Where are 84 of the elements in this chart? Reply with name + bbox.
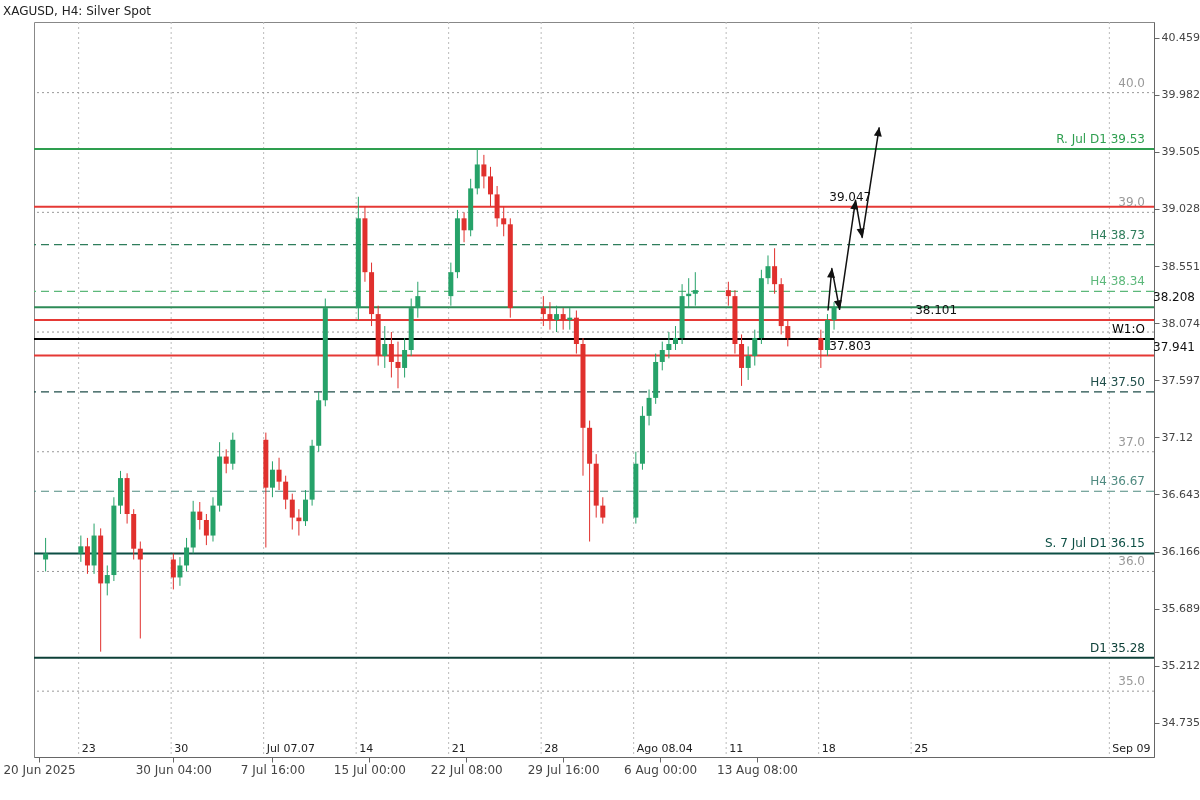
candlestick (43, 537, 49, 572)
x-tick-label: 15 Jul 00:00 (333, 762, 406, 777)
ref-line-label: H4 38.34 (1090, 274, 1145, 289)
candlestick (283, 475, 289, 510)
y-tick-label: 39.982 (1161, 88, 1200, 102)
y-tick-label: 38.551 (1161, 259, 1200, 273)
candlestick (474, 148, 480, 195)
candlestick (276, 457, 282, 491)
candlestick (415, 281, 421, 319)
ref-line-label: H4 37.50 (1090, 374, 1145, 389)
candlestick (554, 305, 560, 333)
ref-line-label: 40.0 (1118, 75, 1145, 90)
ref-line-label: 36.0 (1118, 554, 1145, 569)
candlestick (666, 331, 672, 359)
x-tick-label: 22 Jul 08:00 (430, 762, 503, 777)
y-tick-label: 36.166 (1161, 545, 1200, 559)
candlestick (745, 345, 751, 381)
x-tick-label: 13 Aug 08:00 (717, 762, 798, 777)
candlestick (137, 541, 143, 639)
y-tick-label: 37.597 (1161, 373, 1200, 387)
ref-line-label: R. Jul D1 39.53 (1056, 131, 1145, 146)
x-tick-label: 29 Jul 16:00 (527, 762, 600, 777)
ref-line-label: 11 (729, 742, 744, 755)
candlestick (203, 513, 209, 546)
ref-line-label: 18 (821, 742, 836, 755)
ref-line-label: Jul 07.07 (265, 742, 315, 755)
y-tick-label: 34.735 (1161, 716, 1200, 730)
candlestick (289, 493, 295, 531)
candlestick (448, 262, 454, 307)
candlestick (184, 537, 190, 572)
ref-line-label: W1:O (1112, 322, 1145, 337)
y-tick-label: 39.028 (1161, 202, 1200, 216)
candlestick (600, 496, 606, 525)
candlestick (402, 337, 408, 379)
ref-line-label: 39.0 (1118, 195, 1145, 210)
ref-line-label: 23 (81, 742, 96, 755)
candlestick (752, 329, 758, 367)
candlestick (78, 535, 84, 563)
y-tick-label: 35.212 (1161, 659, 1200, 673)
candlestick (170, 553, 176, 590)
candlestick (692, 271, 698, 307)
x-tick-label: 7 Jul 16:00 (240, 762, 306, 777)
annotation: 37.803 (829, 338, 872, 353)
ref-line-label: 30 (174, 742, 189, 755)
candlestick (197, 501, 203, 531)
candlestick (223, 448, 229, 474)
chart-title: XAGUSD, H4: Silver Spot (2, 3, 152, 18)
ref-line-label: 14 (359, 742, 374, 755)
y-tick-label: 37.12 (1161, 430, 1193, 444)
ref-line-label: 35.0 (1118, 674, 1145, 689)
candlestick (382, 325, 388, 369)
candlestick (646, 389, 652, 426)
y-tick-label: 35.689 (1161, 602, 1200, 616)
candlestick (672, 325, 678, 351)
ref-line-label: 21 (451, 742, 466, 755)
ref-line-label: Sep 09 (1112, 742, 1151, 755)
candlestick (230, 432, 236, 471)
candlestick (765, 254, 771, 285)
candlestick (104, 564, 110, 596)
candlestick (772, 247, 778, 295)
y-tick-label: 40.459 (1161, 31, 1200, 45)
candlestick (831, 301, 837, 331)
ref-line-label: 37.0 (1118, 434, 1145, 449)
candlestick (177, 556, 183, 587)
candlestick (302, 489, 308, 527)
y-tick-label: 39.505 (1161, 145, 1200, 159)
ref-line-label: 25 (914, 742, 929, 755)
ref-line-label: Ago 08.04 (636, 742, 693, 755)
candlestick (725, 281, 731, 307)
x-tick-label: 30 Jun 04:00 (135, 762, 212, 777)
ref-line-label: 28 (544, 742, 559, 755)
candlestick (269, 460, 275, 498)
y-tick-label: 38.074 (1161, 316, 1200, 330)
candlestick (481, 154, 487, 189)
ref-line-label: H4 38.73 (1090, 227, 1145, 242)
ref-line-label: S. 7 Jul D1 36.15 (1044, 536, 1145, 551)
y-tick-label: 36.643 (1161, 487, 1200, 501)
x-tick-label: 20 Jun 2025 (3, 762, 76, 777)
candlestick (461, 211, 467, 243)
candlestick (659, 341, 665, 371)
candlestick (84, 537, 90, 575)
ref-line-label: H4 36.67 (1090, 474, 1145, 489)
x-tick-label: 6 Aug 00:00 (623, 762, 698, 777)
ref-line-label: D1 35.28 (1089, 640, 1145, 655)
